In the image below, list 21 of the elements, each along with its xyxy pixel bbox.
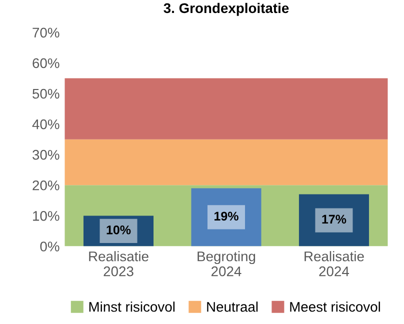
chart-title: 3. Grondexploitatie [164,2,289,16]
data-label: 17% [322,214,346,224]
y-tick-label: 30% [32,150,60,160]
legend-label: Minst risicovol [89,302,175,312]
y-tick-label: 50% [32,88,60,99]
bar [191,188,262,246]
x-tick-label: Begroting 2024 [198,251,256,276]
x-tick-label: Realisatie 2024 [304,251,364,276]
y-tick-label: 40% [32,119,60,130]
bar [83,216,154,246]
x-tick-label: Realisatie 2023 [89,251,148,276]
y-tick-label: 0% [40,242,60,252]
legend-label: Meest risicovol [290,302,380,312]
y-tick-label: 60% [32,58,60,68]
data-label: 10% [106,225,131,234]
y-tick-label: 20% [32,180,60,190]
y-tick-label: 10% [33,211,60,221]
y-tick-label: 70% [32,28,60,38]
legend-label: Neutraal [207,302,258,312]
bar [298,194,369,246]
data-label: 19% [214,212,238,221]
